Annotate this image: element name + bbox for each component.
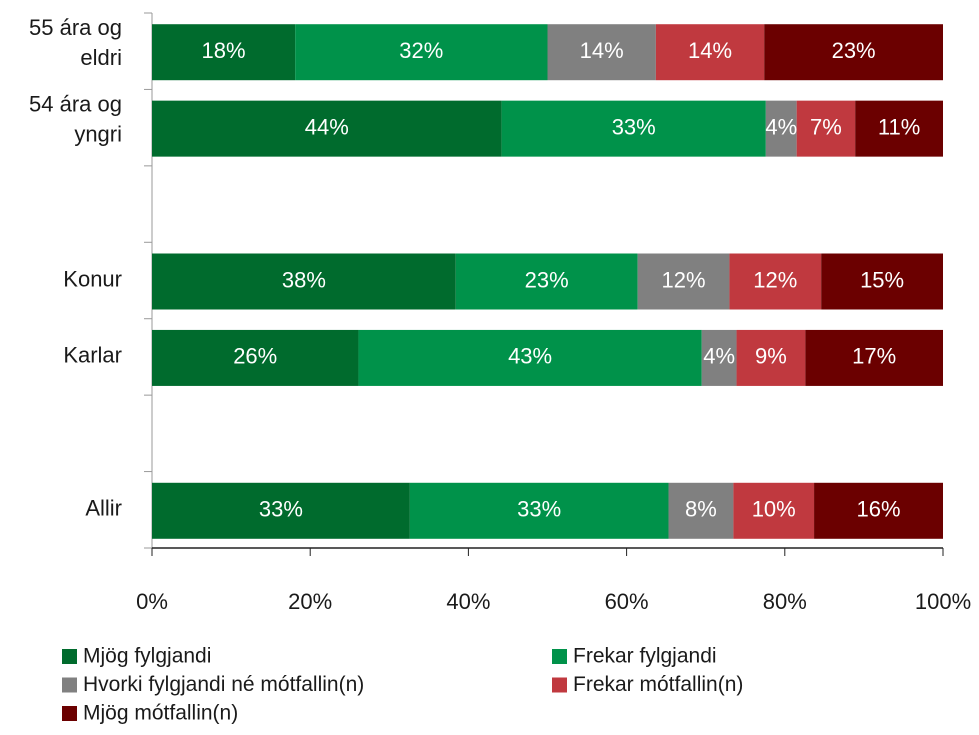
bar-segment (152, 253, 456, 310)
value-label: 18% (202, 38, 246, 63)
legend-swatch (62, 706, 77, 721)
legend-label: Mjög mótfallin(n) (83, 702, 238, 725)
bar-segment (455, 253, 638, 310)
value-label: 33% (612, 114, 656, 139)
x-tick-label: 80% (763, 589, 807, 614)
category-label: Allir (85, 496, 122, 521)
bar-segment (668, 482, 734, 539)
category-label: 55 ára og eldri (29, 15, 122, 70)
bar-segment (814, 482, 943, 539)
legend-label: Frekar fylgjandi (573, 645, 717, 668)
bar-segment (358, 329, 702, 386)
value-label: 32% (399, 38, 443, 63)
value-label: 23% (525, 267, 569, 292)
value-label: 10% (752, 497, 796, 522)
bar-segment (409, 482, 669, 539)
value-label: 14% (580, 38, 624, 63)
bar-segment (655, 24, 765, 81)
bar-segment (152, 329, 359, 386)
x-tick-label: 20% (288, 589, 332, 614)
bar-segment (729, 253, 822, 310)
legend-label: Frekar mótfallin(n) (573, 673, 743, 696)
value-label: 16% (857, 497, 901, 522)
legend-swatch (62, 677, 77, 693)
legend-label: Mjög fylgjandi (83, 645, 211, 668)
category-label: Konur (63, 266, 122, 291)
value-label: 33% (259, 497, 303, 522)
value-label: 8% (685, 497, 717, 522)
value-label: 33% (517, 497, 561, 522)
legend-swatch (552, 649, 567, 664)
value-label: 38% (282, 267, 326, 292)
bar-segment (855, 100, 943, 157)
value-label: 7% (810, 114, 842, 139)
bar-segment (805, 329, 943, 386)
value-label: 43% (508, 344, 552, 369)
bar-segment (764, 24, 943, 81)
bar-segment (821, 253, 943, 310)
x-tick-label: 100% (915, 589, 971, 614)
legend-label: Hvorki fylgjandi né mótfallin(n) (83, 673, 364, 696)
legend-swatch (62, 649, 77, 664)
value-label: 26% (233, 344, 277, 369)
value-label: 9% (755, 344, 787, 369)
bar-segment (736, 329, 806, 386)
x-tick-label: 40% (446, 589, 490, 614)
x-tick-label: 0% (136, 589, 168, 614)
value-label: 17% (852, 344, 896, 369)
bar-segment (733, 482, 815, 539)
value-label: 23% (832, 38, 876, 63)
value-label: 11% (878, 114, 920, 139)
bar-segment (701, 329, 737, 386)
bar-segment (637, 253, 730, 310)
category-label: 54 ára og yngri (29, 91, 122, 146)
value-label: 44% (305, 114, 349, 139)
bar-segment (547, 24, 656, 81)
value-label: 4% (703, 344, 735, 369)
bar-segment (295, 24, 548, 81)
category-label: Karlar (63, 343, 122, 368)
bar-segment (152, 100, 502, 157)
legend-swatch (552, 677, 567, 693)
bar-segment (501, 100, 766, 157)
bar-segment (796, 100, 856, 157)
bar-segment (152, 482, 410, 539)
x-tick-label: 60% (605, 589, 649, 614)
bar-segment (765, 100, 797, 157)
bar-segment (152, 24, 296, 81)
value-label: 15% (860, 267, 904, 292)
value-label: 12% (662, 267, 706, 292)
value-label: 4% (765, 114, 797, 139)
value-label: 14% (688, 38, 732, 63)
value-label: 12% (753, 267, 797, 292)
